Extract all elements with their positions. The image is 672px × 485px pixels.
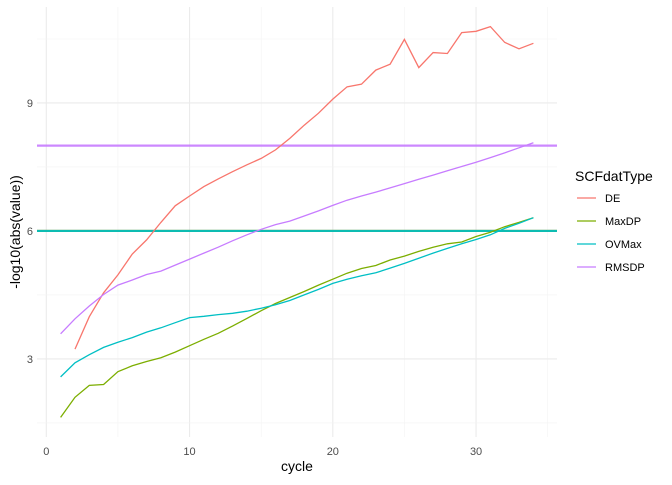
series-lines xyxy=(60,25,534,418)
tick-labels: 0 10 20 30 3 6 9 xyxy=(27,98,482,458)
y-tick-label: 3 xyxy=(27,354,33,366)
grid xyxy=(37,7,557,437)
x-tick-label: 30 xyxy=(470,446,482,458)
y-axis-label: -log10(abs(value)) xyxy=(7,175,23,289)
legend-label: DE xyxy=(605,193,620,205)
y-tick-label: 6 xyxy=(27,226,33,238)
legend-label: RMSDP xyxy=(605,262,645,274)
series-line-ovmax xyxy=(60,217,534,378)
x-tick-label: 0 xyxy=(43,446,49,458)
series-line-rmsdp xyxy=(60,142,534,335)
series-line-maxdp xyxy=(60,217,534,418)
legend-label: OVMax xyxy=(605,239,642,251)
legend: SCFdatType DE MaxDP OVMax RMSDP xyxy=(575,168,653,274)
series-line-de xyxy=(74,25,534,350)
y-tick-label: 9 xyxy=(27,98,33,110)
x-axis-label: cycle xyxy=(281,458,313,474)
legend-label: MaxDP xyxy=(605,216,641,228)
legend-title: SCFdatType xyxy=(575,168,653,184)
x-tick-label: 10 xyxy=(183,446,195,458)
x-tick-label: 20 xyxy=(327,446,339,458)
threshold-lines xyxy=(37,144,557,233)
